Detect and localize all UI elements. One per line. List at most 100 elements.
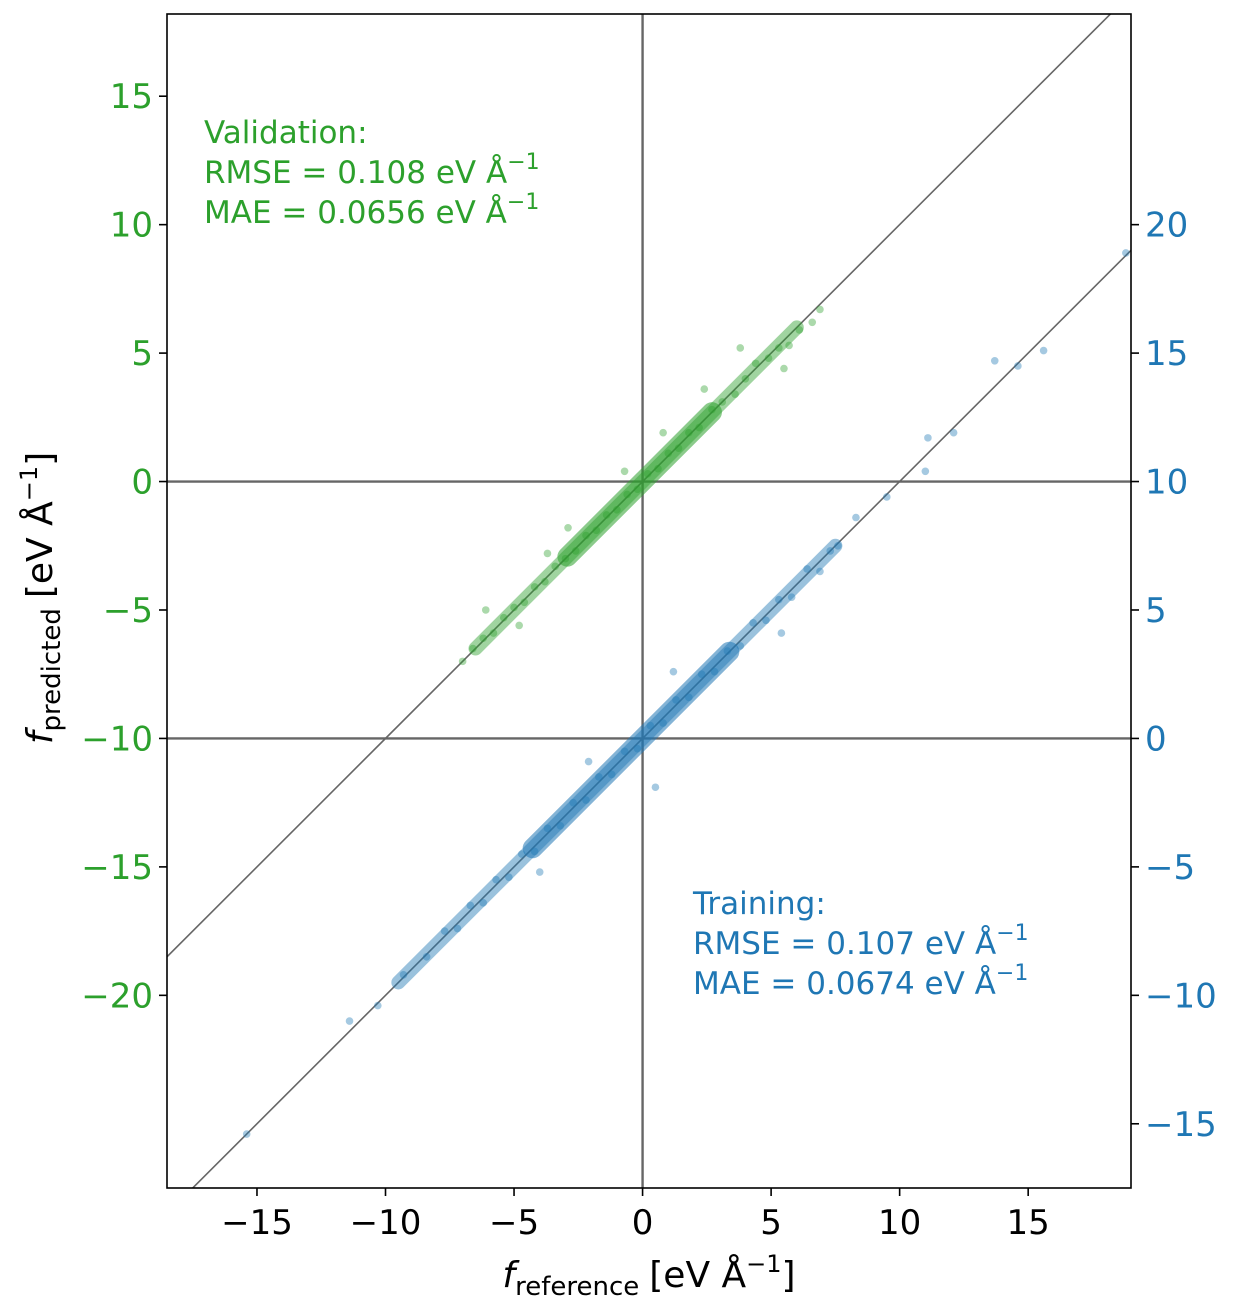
training-point (607, 770, 616, 779)
training-point (834, 541, 842, 550)
validation-point (515, 621, 523, 630)
training-point (775, 595, 783, 604)
validation-point (510, 603, 518, 612)
training-point (669, 667, 678, 676)
validation-point (458, 657, 467, 666)
training-point (685, 693, 693, 702)
training-point (826, 547, 835, 555)
validation-point (481, 606, 490, 614)
validation-point (623, 490, 631, 499)
training-point (422, 952, 431, 961)
validation-point (816, 305, 824, 314)
axis-ticks: −15 −10 −5 0 5 10 15 −20 −15 −10 −5 0 5 10 15 −15 −10 −5 0… (81, 77, 1217, 1243)
y-right-tick-label: 10 (1145, 463, 1188, 503)
training-point (651, 783, 660, 792)
validation-point (654, 464, 662, 473)
plot-area (167, 14, 1131, 1188)
training-point (852, 513, 860, 522)
training-point (505, 873, 513, 881)
training-point (479, 899, 487, 907)
validation-point (564, 523, 572, 532)
y-right-tick-label: 0 (1145, 719, 1167, 759)
validation-point (541, 577, 549, 586)
validation-point (659, 428, 667, 437)
validation-point (664, 449, 673, 458)
y-left-tick-label: 10 (110, 206, 153, 246)
y-axis-label: fpredicted[eV Å−1] (15, 452, 67, 744)
training-point (723, 647, 732, 655)
validation-point (775, 344, 783, 352)
validation-point (489, 629, 498, 637)
training-rmse: RMSE = 0.107 eV Å−1 (693, 921, 1029, 962)
validation-point (643, 470, 652, 478)
validation-point (571, 547, 580, 555)
training-point (530, 847, 539, 856)
y-right-tick-label: −10 (1145, 976, 1217, 1016)
x-tick-label: −10 (350, 1203, 422, 1243)
validation-point (479, 634, 487, 643)
training-annotation: Training: RMSE = 0.107 eV Å−1 MAE = 0.06… (692, 886, 1029, 1002)
y-right-tick-label: 15 (1145, 334, 1188, 374)
x-tick-label: 15 (1007, 1203, 1050, 1243)
validation-title: Validation: (204, 115, 368, 151)
x-tick-label: 0 (632, 1203, 654, 1243)
validation-point (708, 405, 716, 414)
training-point (345, 1017, 354, 1025)
y-left-tick-label: −15 (81, 848, 153, 888)
training-point (535, 868, 544, 876)
training-point (595, 773, 603, 781)
validation-point (582, 531, 590, 540)
training-point (569, 798, 577, 807)
training-point (672, 696, 680, 704)
x-tick-label: 5 (760, 1203, 782, 1243)
y-left-tick-label: −10 (81, 719, 153, 759)
training-core-band (522, 641, 740, 859)
x-tick-label: 10 (878, 1203, 921, 1243)
validation-point (741, 374, 750, 383)
validation-point (751, 359, 760, 368)
training-point (633, 744, 642, 753)
training-point (556, 821, 565, 830)
training-point (749, 619, 757, 627)
training-point (777, 629, 786, 637)
validation-point (700, 385, 709, 393)
x-tick-label: −15 (221, 1203, 293, 1243)
training-point (492, 875, 500, 884)
training-point (710, 667, 719, 676)
y-left-tick-label: −5 (103, 591, 153, 631)
y-left-tick-label: −20 (81, 976, 153, 1016)
training-point (882, 493, 891, 501)
validation-point (530, 583, 539, 591)
training-point (697, 670, 706, 679)
y-right-tick-label: 20 (1145, 206, 1188, 246)
training-point (453, 924, 462, 933)
training-point (1039, 346, 1048, 355)
y-left-tick-label: 5 (131, 334, 153, 374)
validation-point (674, 444, 683, 452)
validation-point (613, 506, 621, 514)
training-point (466, 901, 475, 910)
training-point (582, 796, 590, 804)
validation-core-band (557, 402, 722, 567)
x-axis-label: freference [eV Å−1] (502, 1250, 795, 1297)
validation-point (592, 526, 601, 535)
training-point (949, 428, 958, 437)
training-point (787, 593, 796, 601)
validation-point (731, 390, 739, 399)
training-point (620, 747, 629, 756)
validation-annotation: Validation: RMSE = 0.108 eV Å−1 MAE = 0.… (204, 115, 540, 231)
training-point (517, 850, 526, 858)
training-point (399, 970, 408, 979)
data-points (242, 249, 1130, 1138)
y-left-tick-label: 15 (110, 77, 153, 117)
validation-point (785, 341, 793, 350)
validation-point (551, 562, 559, 571)
validation-point (543, 549, 552, 558)
validation-mae: MAE = 0.0656 eV Å−1 (204, 190, 539, 231)
training-point (816, 567, 824, 576)
validation-point (780, 364, 788, 373)
training-title: Training: (692, 886, 826, 922)
validation-point (620, 467, 629, 476)
training-point (659, 719, 667, 727)
